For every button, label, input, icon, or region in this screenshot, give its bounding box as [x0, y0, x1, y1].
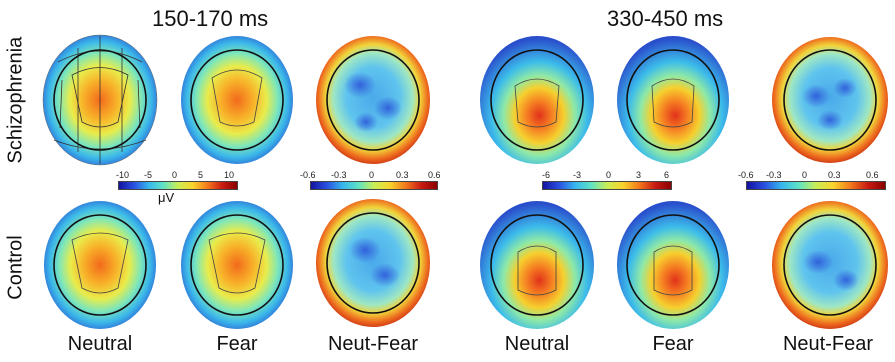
map-control-early-fear [181, 201, 293, 329]
map-control-early-diff [316, 199, 430, 327]
colorbar-4-tick: 0.6 [866, 170, 879, 180]
colorbar-1-tick: 0 [172, 170, 178, 180]
map-schizophrenia-early-diff [316, 36, 430, 164]
title-late-window: 330-450 ms [607, 6, 724, 31]
col-label-diff-early: Neut-Fear [327, 333, 419, 355]
colorbar-3-tick: 6 [664, 170, 670, 180]
col-label-neutral-early: Neutral [67, 333, 133, 355]
col-label-neutral-late: Neutral [504, 333, 570, 355]
colorbar-3-tick: 0 [606, 170, 612, 180]
map-control-late-diff [772, 201, 888, 329]
colorbar-3-tick: -6 [542, 170, 551, 180]
col-label-fear-early: Fear [216, 333, 258, 355]
map-control-late-neutral [480, 201, 594, 329]
map-schizophrenia-early-fear [181, 36, 293, 164]
colorbar-1-tick: 10 [224, 170, 235, 180]
colorbar-4-tick: -0.3 [766, 170, 782, 180]
colorbar-1-tick: -10 [116, 170, 130, 180]
col-label-fear-late: Fear [652, 333, 694, 355]
colorbar-4-tick: 0.3 [828, 170, 841, 180]
colorbar-4-gradient [746, 181, 886, 190]
colorbar-4-tick: -0.6 [738, 170, 754, 180]
colorbar-4-tick: 0 [802, 170, 808, 180]
colorbar-2-gradient [310, 181, 438, 190]
colorbar-2-tick: -0.3 [331, 170, 347, 180]
colorbar-2-tick: -0.6 [300, 170, 316, 180]
map-schizophrenia-early-neutral [42, 34, 158, 166]
colorbar-1-unit: μV [158, 190, 175, 205]
colorbar-1-tick: 5 [198, 170, 204, 180]
colorbar-1-gradient [118, 181, 238, 190]
colorbar-1-tick: -5 [144, 170, 153, 180]
map-schizophrenia-late-neutral [480, 36, 594, 164]
title-early-window: 150-170 ms [152, 6, 269, 31]
map-schizophrenia-late-diff [772, 37, 888, 163]
map-control-late-fear [617, 201, 729, 329]
colorbar-3-gradient [542, 181, 672, 190]
colorbar-2-tick: 0.6 [428, 170, 441, 180]
colorbar-2-tick: 0 [369, 170, 375, 180]
map-control-early-neutral [44, 201, 156, 329]
col-label-diff-late: Neut-Fear [782, 333, 874, 355]
colorbar-3-tick: 3 [636, 170, 642, 180]
colorbar-3-tick: -3 [573, 170, 582, 180]
map-schizophrenia-late-fear [617, 36, 729, 164]
colorbar-2-tick: 0.3 [396, 170, 409, 180]
